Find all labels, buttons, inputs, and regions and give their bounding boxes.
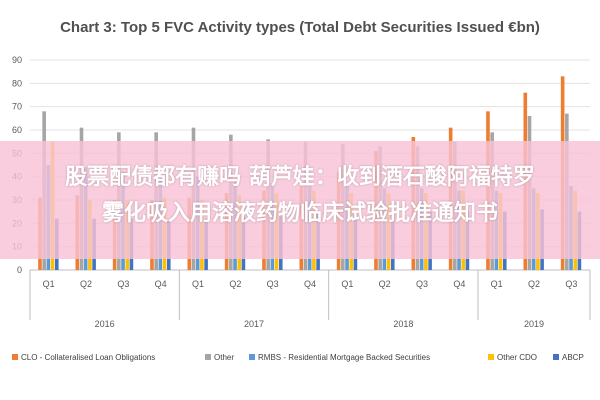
legend-label: Other [214,353,234,362]
x-tick-label: Q2 [528,279,540,289]
x-tick-label: Q3 [117,279,129,289]
legend-label: Other CDO [497,353,537,362]
legend-label: CLO - Collateralised Loan Obligations [21,353,155,362]
x-tick-label: Q4 [453,279,465,289]
x-tick-label: Q1 [491,279,503,289]
x-tick-label: Q3 [565,279,577,289]
legend-swatch [205,354,211,360]
x-tick-label: Q4 [155,279,167,289]
overlay-caption: 股票配债都有赚吗 葫芦娃：收到酒石酸阿福特罗 雾化吸入用溶液药物临床试验批准通知… [0,160,600,232]
x-axis-labels: Q1 Q2 Q3 Q4 Q1 Q2 Q3 Q4 Q1 Q2 Q3 Q4 Q1 Q2 Q3 2016 2017 20… [43,279,578,329]
x-tick-label: Q2 [80,279,92,289]
legend-swatch [12,354,18,360]
legend-label: ABCP [562,353,584,362]
year-label: 2017 [244,319,264,329]
x-tick-label: Q1 [341,279,353,289]
overlay-caption-line-2: 雾化吸入用溶液药物临床试验批准通知书 [101,201,498,226]
x-tick-label: Q2 [229,279,241,289]
legend-swatch [553,354,559,360]
y-tick-label: 60 [12,125,22,135]
y-tick-label: 90 [12,55,22,65]
x-tick-label: Q2 [379,279,391,289]
y-tick-label: 0 [17,265,22,275]
x-tick-label: Q1 [43,279,55,289]
year-label: 2018 [393,319,413,329]
legend-swatch [488,354,494,360]
year-label: 2019 [524,319,544,329]
x-tick-label: Q1 [192,279,204,289]
overlay-caption-line-1: 股票配债都有赚吗 葫芦娃：收到酒石酸阿福特罗 [65,165,535,190]
x-tick-label: Q3 [267,279,279,289]
legend: CLO - Collateralised Loan Obligations Oth… [12,353,584,362]
year-label: 2016 [95,319,115,329]
legend-swatch [249,354,255,360]
y-tick-label: 80 [12,78,22,88]
x-tick-label: Q4 [304,279,316,289]
y-tick-label: 70 [12,102,22,112]
legend-label: RMBS - Residential Mortgage Backed Secur… [258,353,430,362]
overlay-banner [0,141,600,259]
x-tick-label: Q3 [416,279,428,289]
chart-title: Chart 3: Top 5 FVC Activity types (Total… [60,19,540,36]
